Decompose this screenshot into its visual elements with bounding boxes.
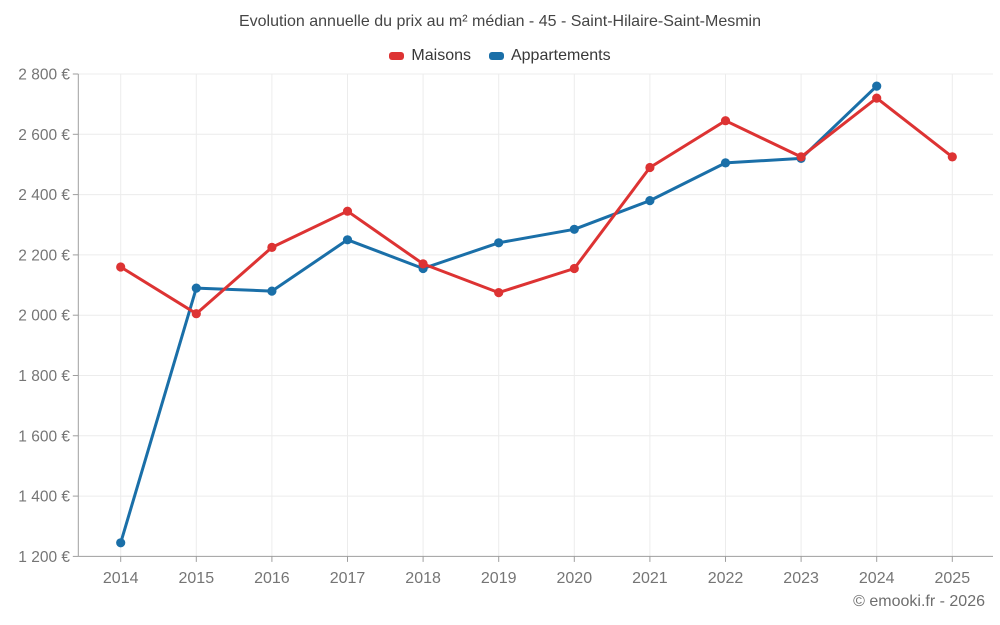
legend-label-appartements: Appartements (510, 47, 611, 64)
maisons-point[interactable] (645, 162, 655, 173)
maisons-point[interactable] (191, 309, 201, 319)
y-axis-label: 1 200 € (18, 549, 70, 566)
maisons-point[interactable] (116, 262, 126, 272)
x-axis-label: 2024 (859, 570, 895, 587)
appartements-point[interactable] (342, 235, 353, 245)
legend: Maisons Appartements (0, 47, 1000, 65)
y-axis-label: 2 200 € (18, 247, 70, 264)
maisons-point[interactable] (796, 152, 806, 162)
maisons-point[interactable] (267, 242, 277, 252)
x-axis-label: 2019 (481, 570, 517, 587)
maisons-point[interactable] (720, 116, 731, 126)
y-axis-label: 1 800 € (18, 368, 70, 385)
x-axis-label: 2022 (708, 570, 744, 587)
appartements-point[interactable] (569, 224, 579, 234)
appartements-point[interactable] (494, 238, 504, 248)
y-axis-label: 1 400 € (18, 489, 70, 506)
copyright-text: © emooki.fr - 2026 (853, 593, 985, 610)
y-axis-label: 2 600 € (18, 127, 70, 144)
appartements-point[interactable] (872, 81, 882, 91)
legend-label-maisons: Maisons (411, 47, 471, 64)
x-axis-label: 2025 (935, 570, 971, 587)
y-axis-label: 2 800 € (18, 67, 70, 84)
chart-title: Evolution annuelle du prix au m² médian … (238, 13, 761, 30)
maisons-point[interactable] (947, 152, 957, 162)
x-axis-label: 2020 (557, 570, 593, 587)
x-axis-label: 2021 (632, 570, 668, 587)
maisons-point[interactable] (342, 206, 353, 216)
x-axis-label: 2015 (179, 570, 215, 587)
maisons-point[interactable] (494, 288, 504, 298)
maisons-swatch-icon (389, 52, 405, 60)
appartements-point[interactable] (116, 538, 126, 548)
x-axis-label: 2014 (103, 570, 139, 587)
maisons-point[interactable] (872, 93, 882, 103)
y-axis-label: 2 400 € (18, 187, 70, 204)
x-axis-label: 2017 (330, 570, 366, 587)
y-axis-label: 1 600 € (18, 428, 70, 445)
x-axis-label: 2016 (254, 570, 290, 587)
appartements-point[interactable] (267, 286, 277, 296)
y-axis-label: 2 000 € (18, 308, 70, 325)
x-axis-label: 2023 (783, 570, 819, 587)
maisons-point[interactable] (569, 263, 579, 274)
appartements-point[interactable] (720, 158, 731, 168)
appartements-swatch-icon (488, 52, 504, 60)
legend-item-appartements[interactable]: Appartements (488, 47, 611, 65)
appartements-point[interactable] (191, 283, 201, 293)
maisons-line (119, 96, 954, 316)
legend-item-maisons[interactable]: Maisons (389, 47, 471, 65)
maisons-point[interactable] (418, 259, 428, 269)
x-axis-label: 2018 (405, 570, 441, 587)
appartements-point[interactable] (645, 196, 655, 206)
